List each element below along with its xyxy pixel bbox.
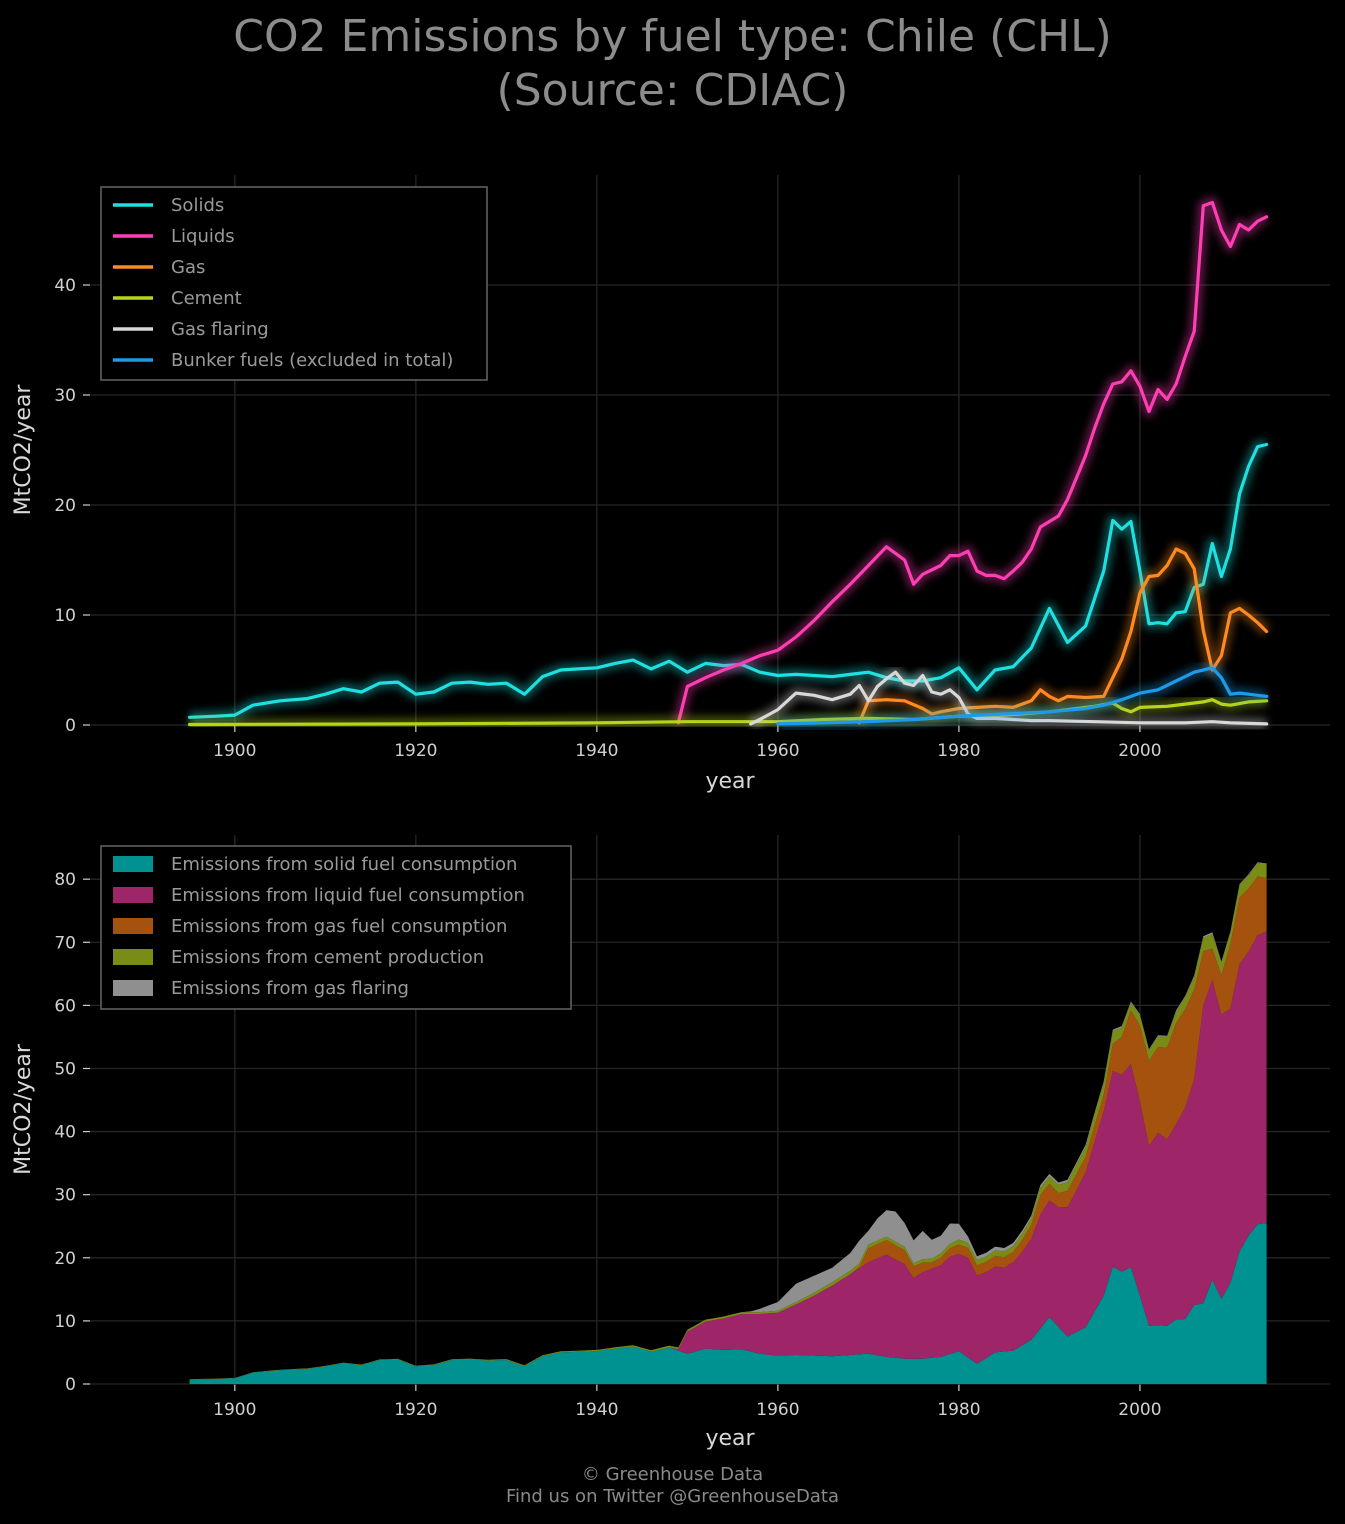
series-liquids-glow	[672, 196, 1270, 725]
y-tick-label: 30	[54, 386, 76, 406]
y-tick-label: 20	[54, 496, 76, 516]
footer-twitter: Find us on Twitter @GreenhouseData	[505, 1486, 840, 1507]
area-liquids	[189, 931, 1267, 1380]
panel-1-legend: Solids Liquids Gas Cement Gas flaring Bunker …	[100, 186, 488, 381]
legend-swatch-patch	[113, 980, 153, 996]
x-tick-label: 1940	[575, 1400, 618, 1420]
y-axis-label: MtCO2/year	[11, 1043, 36, 1175]
x-tick-label: 2000	[1118, 741, 1161, 761]
legend-label: Emissions from gas flaring	[171, 978, 409, 999]
x-tick-label: 1900	[213, 1400, 256, 1420]
x-tick-label: 1940	[575, 741, 618, 761]
chart-title: CO2 Emissions by fuel type: Chile (CHL) …	[0, 10, 1345, 118]
legend-label: Emissions from cement production	[171, 947, 484, 968]
legend-label: Bunker fuels (excluded in total)	[171, 350, 453, 371]
footer: © Greenhouse Data Find us on Twitter @Gr…	[0, 1464, 1345, 1508]
legend-label: Cement	[171, 288, 242, 309]
series-liquids-line	[676, 200, 1269, 725]
y-axis-label: MtCO2/year	[11, 384, 36, 516]
legend-swatch-patch	[113, 949, 153, 965]
y-tick-label: 50	[54, 1059, 76, 1079]
legend-frame	[100, 845, 572, 1010]
x-tick-label: 2000	[1118, 1400, 1161, 1420]
legend-label: Solids	[171, 195, 224, 216]
x-tick-label: 1980	[937, 741, 980, 761]
legend-swatch-patch	[113, 856, 153, 872]
legend-frame	[100, 186, 488, 381]
x-tick-label: 1900	[213, 741, 256, 761]
y-tick-label: 80	[54, 870, 76, 890]
chart-title-line1: CO2 Emissions by fuel type: Chile (CHL)	[233, 11, 1112, 62]
y-tick-label: 60	[54, 996, 76, 1016]
x-tick-label: 1960	[756, 1400, 799, 1420]
legend-swatch-patch	[113, 918, 153, 934]
legend-label: Liquids	[171, 226, 235, 247]
x-tick-label: 1920	[394, 741, 437, 761]
series-solids-glow	[189, 438, 1269, 724]
x-tick-label: 1980	[937, 1400, 980, 1420]
stacked-area-group	[189, 862, 1267, 1384]
x-tick-label: 1920	[394, 1400, 437, 1420]
line-series-group	[188, 196, 1271, 731]
legend-swatch-patch	[113, 887, 153, 903]
y-tick-label: 10	[54, 1312, 76, 1332]
footer-copyright: © Greenhouse Data	[581, 1464, 764, 1485]
legend-label: Emissions from solid fuel consumption	[171, 854, 517, 875]
series-bunker-fuels-excluded-in-total-line	[776, 666, 1269, 726]
x-axis-label: year	[705, 1426, 755, 1451]
x-tick-label: 1960	[756, 741, 799, 761]
y-tick-label: 30	[54, 1186, 76, 1206]
legend-label: Gas flaring	[171, 319, 269, 340]
series-solids-line	[188, 442, 1269, 719]
y-tick-label: 0	[65, 716, 76, 736]
y-tick-label: 10	[54, 606, 76, 626]
y-tick-label: 40	[54, 276, 76, 296]
y-tick-label: 20	[54, 1249, 76, 1269]
panel-2-legend: Emissions from solid fuel consumption Emi…	[100, 845, 572, 1010]
area-solids	[189, 1223, 1267, 1384]
chart-title-line2: (Source: CDIAC)	[496, 65, 849, 116]
y-tick-label: 0	[65, 1375, 76, 1395]
x-axis-label: year	[705, 769, 755, 794]
legend-label: Emissions from liquid fuel consumption	[171, 885, 525, 906]
area-gas-flaring	[189, 862, 1267, 1380]
y-tick-label: 70	[54, 933, 76, 953]
legend-label: Gas	[171, 257, 205, 278]
y-tick-label: 40	[54, 1123, 76, 1143]
series-gas-flaring-line	[749, 670, 1269, 726]
legend-label: Emissions from gas fuel consumption	[171, 916, 507, 937]
